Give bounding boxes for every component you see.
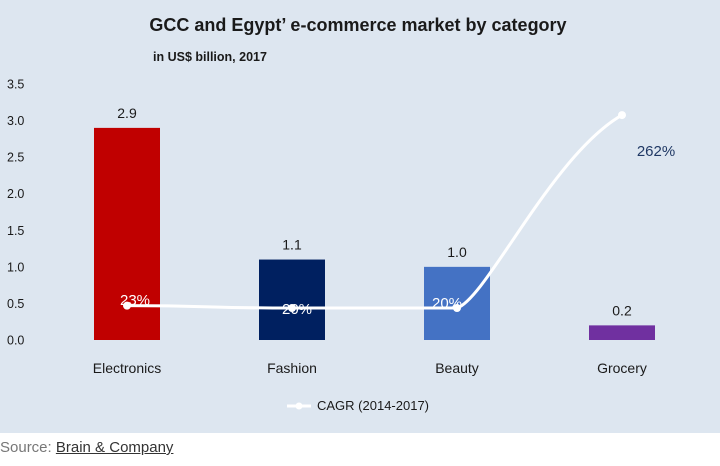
cagr-point bbox=[618, 111, 626, 120]
y-axis: 0.0 0.5 1.0 1.5 2.0 2.5 3.0 3.5 bbox=[7, 78, 24, 348]
legend: CAGR (2014-2017) bbox=[287, 398, 429, 413]
source-link[interactable]: Brain & Company bbox=[55, 439, 174, 456]
y-tick-label: 2.5 bbox=[7, 151, 24, 165]
cagr-label: 262% bbox=[637, 143, 675, 160]
chart-title: GCC and Egypt’ e-commerce market by cate… bbox=[149, 15, 566, 35]
legend-marker-swatch bbox=[295, 402, 303, 410]
bar-grocery bbox=[589, 325, 655, 340]
category-label-group: Electronics Fashion Beauty Grocery bbox=[93, 360, 647, 376]
bar-fashion bbox=[259, 259, 325, 340]
cagr-point bbox=[453, 304, 461, 313]
bar-value-label: 2.9 bbox=[117, 105, 137, 121]
bar-value-label: 0.2 bbox=[612, 302, 632, 318]
cagr-label: 20% bbox=[282, 301, 312, 318]
value-label-group: 2.9 1.1 1.0 0.2 bbox=[117, 105, 632, 318]
bar-value-label: 1.0 bbox=[447, 244, 467, 260]
y-tick-label: 3.0 bbox=[7, 114, 24, 128]
x-category-label: Fashion bbox=[267, 360, 317, 376]
bar-value-label: 1.1 bbox=[282, 237, 302, 253]
y-tick-label: 1.5 bbox=[7, 224, 24, 238]
cagr-label: 20% bbox=[432, 295, 462, 312]
y-tick-label: 1.0 bbox=[7, 260, 24, 274]
cagr-label: 23% bbox=[120, 292, 150, 309]
legend-label: CAGR (2014-2017) bbox=[317, 398, 429, 413]
cagr-line-group: 23% 20% 20% 262% bbox=[120, 111, 675, 318]
y-tick-label: 3.5 bbox=[7, 78, 24, 92]
y-tick-label: 2.0 bbox=[7, 187, 24, 201]
chart-canvas: GCC and Egypt’ e-commerce market by cate… bbox=[7, 15, 675, 413]
cagr-point bbox=[288, 304, 296, 313]
y-tick-label: 0.0 bbox=[7, 334, 24, 348]
cagr-point bbox=[123, 301, 131, 310]
x-category-label: Grocery bbox=[597, 360, 647, 376]
cagr-line bbox=[126, 113, 623, 310]
source-line: Source: Brain & Company bbox=[0, 439, 173, 456]
x-category-label: Beauty bbox=[435, 360, 479, 376]
y-tick-label: 0.5 bbox=[7, 297, 24, 311]
bar-beauty bbox=[424, 266, 490, 340]
x-category-label: Electronics bbox=[93, 360, 161, 376]
chart-figure: GCC and Egypt’ e-commerce market by cate… bbox=[0, 0, 720, 433]
chart-subtitle: in US$ billion, 2017 bbox=[153, 50, 267, 64]
source-prefix: Source: bbox=[0, 439, 56, 456]
